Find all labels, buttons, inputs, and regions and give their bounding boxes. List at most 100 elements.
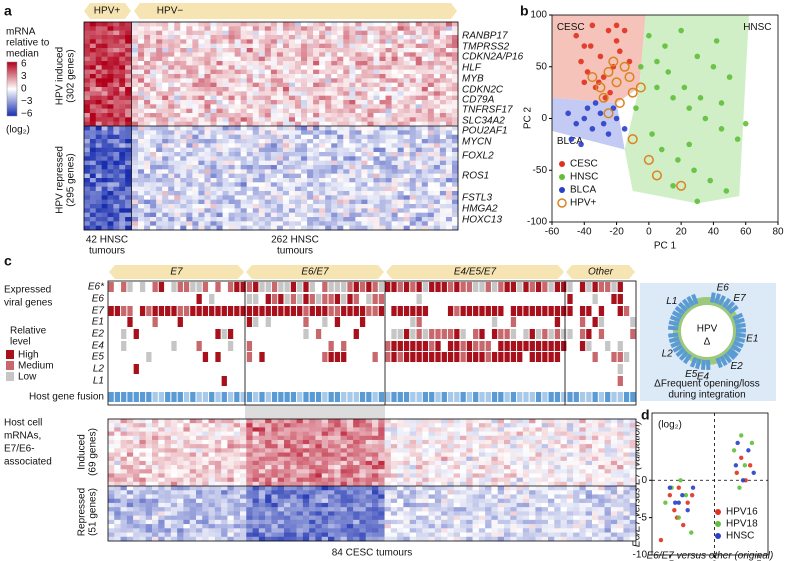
heatmap-cell [84,108,91,114]
heatmap-cell [234,52,241,57]
heatmap-cell [177,494,184,499]
heatmap-cell [397,195,404,200]
heatmap-cell [384,507,392,512]
heatmap-cell [439,117,447,122]
heatmap-cell [177,473,184,478]
heatmap-cell [210,208,217,213]
heatmap-cell [222,43,229,49]
heatmap-cell [204,52,211,57]
heatmap-cell [361,199,368,205]
heatmap-cell [132,173,139,179]
heatmap-cell [403,173,411,179]
heatmap-cell [353,528,360,533]
heatmap-cell [240,95,248,101]
expression-cell [278,306,284,316]
heatmap-cell [373,61,380,66]
fusion-cell [146,392,152,402]
heatmap-cell [328,465,335,470]
heatmap-cell [186,95,193,101]
heatmap-cell [379,104,386,109]
heatmap-cell [439,61,447,66]
heatmap-cell [301,39,308,44]
heatmap-cell [277,419,285,424]
heatmap-cell [379,199,386,205]
heatmap-cell [113,156,120,161]
heatmap-cell [353,477,360,483]
heatmap-cell [132,208,139,213]
heatmap-cell [353,494,360,499]
heatmap-cell [113,52,120,57]
x-tick-label: 40 [708,227,720,238]
heatmap-cell [202,423,209,428]
heatmap-cell [301,191,308,196]
heatmap-cell [445,182,453,187]
heatmap-cell [307,121,314,127]
heatmap-cell [113,22,120,27]
heatmap-cell [227,460,235,466]
heatmap-cell [325,56,332,62]
heatmap-cell [95,208,102,213]
data-point [565,110,571,117]
heatmap-cell [198,178,205,183]
heatmap-cell [138,165,145,170]
heatmap-cell [427,134,435,140]
heatmap-cell [451,173,459,179]
heatmap-cell [133,515,140,521]
heatmap-cell [340,498,348,504]
expression-cell [227,329,234,339]
heatmap-cell [101,134,108,140]
heatmap-cell [227,498,235,504]
heatmap-cell [120,473,128,478]
heatmap-cell [359,431,367,437]
heatmap-cell [276,134,284,140]
heatmap-cell [265,427,272,432]
heatmap-cell [290,498,297,504]
heatmap-cell [258,477,266,483]
heatmap-cell [277,481,285,487]
heatmap-cell [258,82,266,88]
heatmap-cell [138,134,145,140]
expression-cell [303,294,309,304]
heatmap-cell [302,435,310,441]
heatmap-cell [346,494,354,499]
heatmap-cell [177,448,184,453]
heatmap-cell [240,191,248,196]
heatmap-cell [162,126,169,131]
heatmap-cell [198,191,205,196]
heatmap-cell [233,536,241,542]
heatmap-cell [125,182,132,187]
heatmap-cell [307,108,314,114]
heatmap-cell [373,95,380,101]
heatmap-cell [101,156,108,161]
expression-cell [460,282,466,292]
heatmap-cell [367,108,374,114]
heatmap-cell [391,147,398,153]
heatmap-cell [384,423,392,428]
heatmap-cell [301,78,308,83]
expression-cell [561,282,567,292]
heatmap-cell [252,152,260,157]
gene-label: HOXC13 [462,215,502,226]
heatmap-cell [214,498,222,504]
heatmap-cell [186,91,193,96]
panel-label: d [641,407,650,423]
heatmap-cell [125,43,132,49]
heatmap-cell [95,173,102,179]
heatmap-cell [270,221,278,226]
heatmap-cell [427,195,435,200]
heatmap-cell [290,486,297,491]
heatmap-cell [307,169,314,174]
heatmap-cell [113,165,120,170]
heatmap-cell [365,427,373,432]
heatmap-cell [397,452,404,457]
heatmap-cell [174,225,181,231]
heatmap-cell [270,217,278,222]
heatmap-cell [210,191,217,196]
heatmap-cell [288,182,296,187]
heatmap-cell [313,65,320,70]
heatmap-cell [270,225,278,231]
heatmap-cell [150,52,157,57]
expression-cell [385,282,391,292]
heatmap-cell [355,61,362,66]
heatmap-cell [139,439,147,445]
